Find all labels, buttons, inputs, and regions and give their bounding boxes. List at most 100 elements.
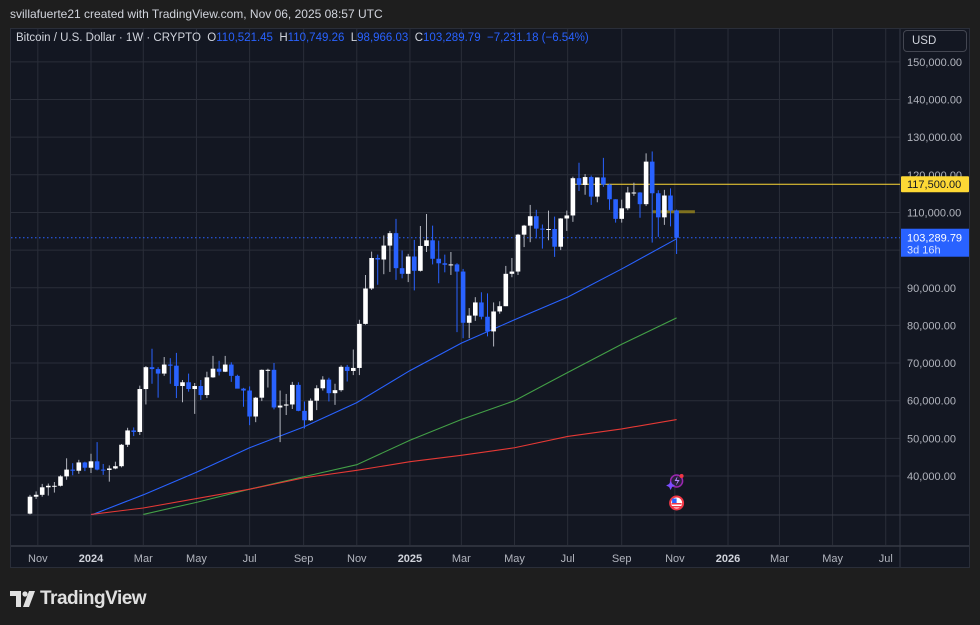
moving-average-line [90, 238, 677, 515]
chart-credit: svillafuerte21 created with TradingView.… [10, 7, 383, 21]
price-axis[interactable]: 150,000.00140,000.00130,000.00120,000.00… [901, 57, 969, 483]
candle-body [137, 389, 143, 432]
currency-button[interactable]: USD [903, 30, 967, 52]
candle-body [418, 245, 423, 271]
candle-body [241, 388, 246, 391]
candle-body [210, 368, 216, 378]
lightning-event-icon [666, 474, 684, 490]
candle-body [637, 192, 643, 205]
time-tick-label: 2026 [716, 553, 740, 565]
candle-body [107, 468, 112, 470]
price-tick-label: 110,000.00 [907, 207, 961, 219]
price-tick-label: 40,000.00 [907, 471, 956, 483]
candle-body [643, 161, 649, 205]
change-value: −7,231.18 (−6.54%) [486, 32, 589, 44]
candle-body [546, 229, 551, 231]
candle-body [369, 258, 374, 289]
candle-body [344, 366, 350, 371]
ohlc-legend: Bitcoin / U.S. Dollar · 1W · CRYPTO O110… [16, 32, 589, 44]
candle-body [271, 369, 277, 408]
last-price-badge [901, 228, 969, 257]
symbol-title[interactable]: Bitcoin / U.S. Dollar · 1W · CRYPTO [16, 32, 201, 44]
time-tick-label: Nov [28, 553, 48, 565]
tradingview-logo-icon [10, 591, 35, 607]
candle-body [649, 161, 655, 194]
candle-body [674, 210, 679, 238]
time-tick-label: 2025 [398, 553, 422, 565]
candle-body [192, 386, 197, 390]
chart-panel[interactable] [10, 28, 970, 568]
candle-body [375, 258, 380, 260]
candle-body [204, 377, 210, 396]
candle-body [430, 240, 435, 259]
time-tick-label: Jul [561, 553, 575, 565]
plot-area[interactable] [11, 151, 900, 515]
candle-body [161, 364, 167, 374]
candle-body [94, 461, 100, 470]
candle-body [576, 178, 582, 185]
candle-body [143, 367, 149, 390]
time-tick-label: May [186, 553, 207, 565]
candle-body [168, 364, 173, 366]
candle-body [174, 365, 179, 387]
candle-body [314, 388, 319, 401]
candle-body [290, 384, 295, 405]
candle-body [302, 410, 307, 421]
candle-body [296, 384, 301, 411]
candle-body [399, 268, 405, 274]
price-tick-label: 150,000.00 [907, 57, 962, 69]
candle-body [424, 240, 429, 246]
candle-body [119, 444, 124, 467]
time-tick-label: May [822, 553, 843, 565]
candle-body [332, 390, 338, 394]
candle-body [351, 367, 356, 371]
candle-body [283, 404, 289, 406]
price-tick-label: 50,000.00 [907, 433, 956, 445]
candle-body [570, 178, 576, 216]
candle-body [558, 218, 563, 247]
candle-body [473, 302, 478, 316]
candle-body [534, 216, 539, 229]
price-tick-label: 70,000.00 [907, 358, 956, 370]
candle-body [625, 192, 631, 209]
candle-body [436, 258, 441, 264]
candle-body [320, 379, 326, 389]
candle-body [387, 233, 393, 246]
candle-body [521, 225, 527, 235]
candle-body [668, 195, 673, 211]
time-axis[interactable]: Nov 2024 Mar May Jul Sep Nov 2025 Mar May Jul Sep No… [28, 553, 893, 565]
candle-body [27, 496, 33, 514]
candle-body [88, 461, 94, 468]
moving-average-line [90, 418, 677, 515]
candle-body [222, 364, 228, 372]
candle-body [393, 233, 399, 269]
candle-body [552, 229, 557, 247]
last-price-label: 103,289.79 [907, 233, 962, 245]
candle-body [186, 382, 191, 390]
candle-body [442, 263, 448, 265]
candle-body [662, 195, 667, 218]
candle-body [70, 469, 75, 471]
price-tick-label: 80,000.00 [907, 320, 956, 332]
logo-text: TradingView [40, 588, 147, 609]
candle-body [485, 316, 490, 332]
close-label: C [414, 32, 424, 44]
price-tick-label: 60,000.00 [907, 396, 956, 408]
candle-body [357, 323, 362, 368]
candle-body [253, 397, 258, 417]
candle-body [607, 184, 612, 200]
candle-body [277, 405, 283, 408]
time-tick-label: 2024 [79, 553, 104, 565]
tradingview-logo[interactable]: TradingView [10, 588, 147, 610]
time-tick-label: Mar [452, 553, 471, 565]
time-tick-label: Nov [665, 553, 685, 565]
candle-body [259, 369, 265, 398]
candle-body [247, 390, 252, 417]
high-label: H [279, 32, 288, 44]
candle-body [460, 271, 466, 323]
candle-body [448, 264, 454, 266]
candle-body [229, 364, 234, 376]
level-price-badge [901, 176, 969, 193]
candle-body [381, 245, 387, 260]
